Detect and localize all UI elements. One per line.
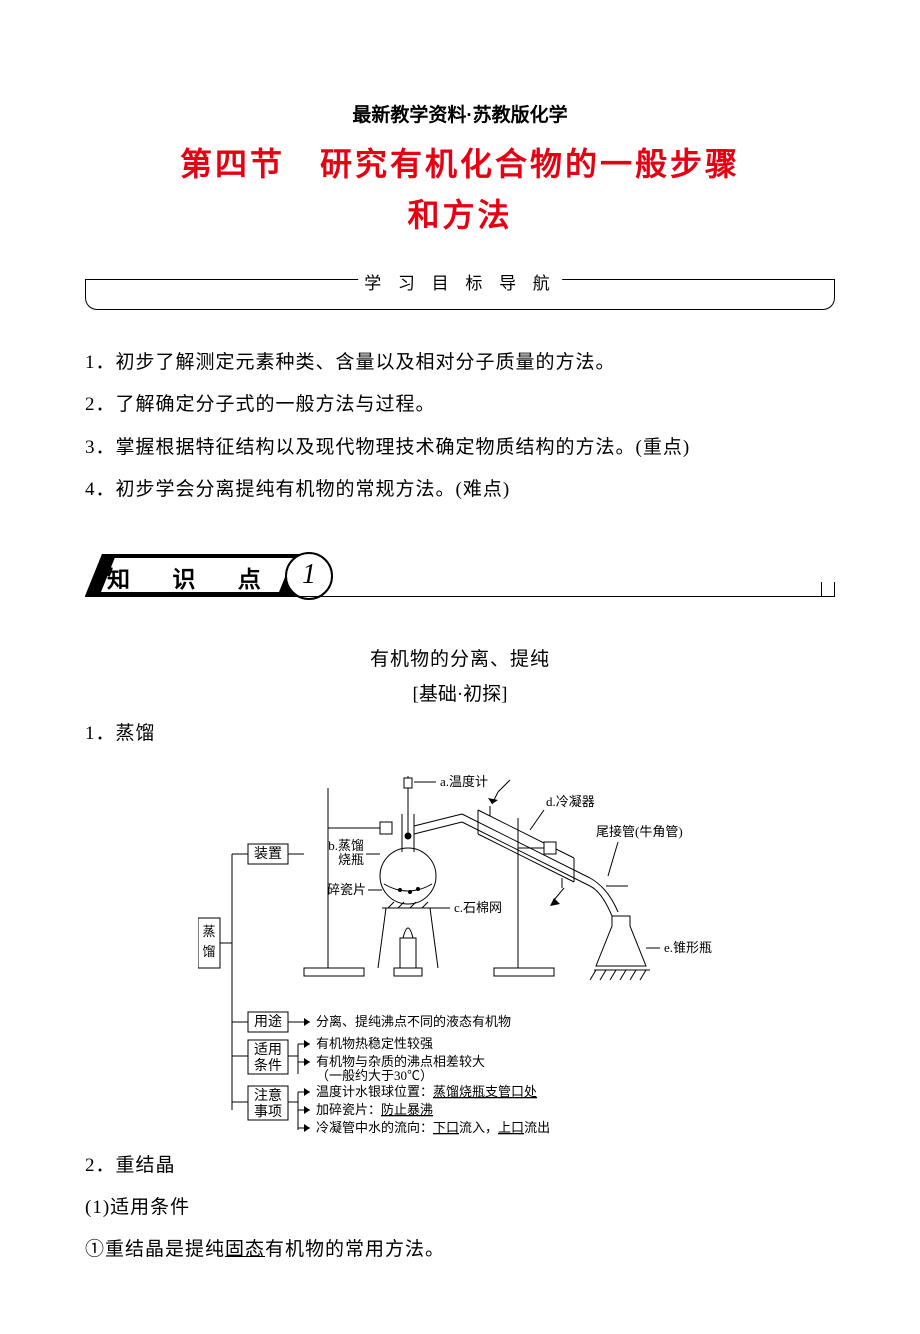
objective-item: 4．初步学会分离提纯有机物的常规方法。(难点) [85,472,835,508]
kb-number-circle: 1 [285,552,333,600]
dg-note-line3: 冷凝管中水的流向：下口流入，上口流出 [316,1120,550,1135]
kb-label: 知 识 点 [107,560,279,594]
list-heading-2: 2．重结晶 [85,1148,835,1184]
dg-label-c: c.石棉网 [454,900,502,915]
dg-label-b-line1: b.蒸馏 [328,838,364,853]
page: 最新教学资料·苏教版化学 第四节 研究有机化合物的一般步骤 和方法 学 习 目 … [0,0,920,1334]
objective-item: 2．了解确定分子式的一般方法与过程。 [85,387,835,423]
distillation-diagram: 蒸 馏 装置 [85,758,835,1138]
kb-end-ticks [821,582,835,596]
dg-label-a: a.温度计 [440,774,488,789]
dg-root-char2: 馏 [202,944,215,959]
list-heading-1: 1．蒸馏 [85,716,835,752]
dg-box-use: 用途 [254,1013,282,1030]
nav-banner-label: 学 习 目 标 导 航 [358,269,562,294]
dg-fit-line2: 有机物与杂质的沸点相差较大 [316,1054,485,1069]
dg-box-note-l1: 注意 [254,1087,282,1104]
section-subtitle: [基础·初探] [85,679,835,706]
dg-box-note-l2: 事项 [254,1104,282,1120]
dg-box-device: 装置 [254,846,282,862]
dg-root-char1: 蒸 [202,924,215,939]
doc-source-line: 最新教学资料·苏教版化学 [85,100,835,127]
objective-item: 1．初步了解测定元素种类、含量以及相对分子质量的方法。 [85,345,835,381]
dg-use-text: 分离、提纯沸点不同的液态有机物 [316,1014,511,1029]
title-line-1: 第四节 研究有机化合物的一般步骤 [180,146,740,182]
cond1-prefix: ①重结晶是提纯 [85,1239,225,1260]
cond1-suffix: 有机物的常用方法。 [265,1239,445,1260]
nav-banner: 学 习 目 标 导 航 [85,269,835,325]
dg-label-e: e.锥形瓶 [664,940,712,955]
knowledge-point-banner: 知 识 点 1 [85,554,835,602]
dg-fit-line3: （一般约大于30℃） [316,1068,433,1083]
main-title: 第四节 研究有机化合物的一般步骤 和方法 [85,139,835,241]
distillation-svg: 蒸 馏 装置 [198,758,722,1138]
cond1-underlined: 固态 [225,1239,265,1260]
objective-item: 3．掌握根据特征结构以及现代物理技术确定物质结构的方法。(重点) [85,430,835,466]
dg-label-pieces: 碎瓷片 [327,882,366,897]
kb-baseline [85,596,835,597]
dg-fit-line1: 有机物热稳定性较强 [316,1036,433,1051]
condition-1: ①重结晶是提纯固态有机物的常用方法。 [85,1232,835,1268]
dg-box-fit-l1: 适用 [254,1042,282,1058]
dg-label-tail: 尾接管(牛角管) [596,824,683,839]
section-title: 有机物的分离、提纯 [85,644,835,671]
title-line-2: 和方法 [407,197,512,233]
dg-label-d: d.冷凝器 [546,794,595,809]
dg-note-line1: 温度计水银球位置：蒸馏烧瓶支管口处 [316,1084,537,1099]
dg-box-fit-l2: 条件 [254,1057,282,1074]
dg-label-b-line2: 烧瓶 [338,852,364,867]
condition-label: (1)适用条件 [85,1190,835,1226]
dg-note-line2: 加碎瓷片：防止暴沸 [316,1102,433,1117]
objectives-list: 1．初步了解测定元素种类、含量以及相对分子质量的方法。 2．了解确定分子式的一般… [85,345,835,507]
